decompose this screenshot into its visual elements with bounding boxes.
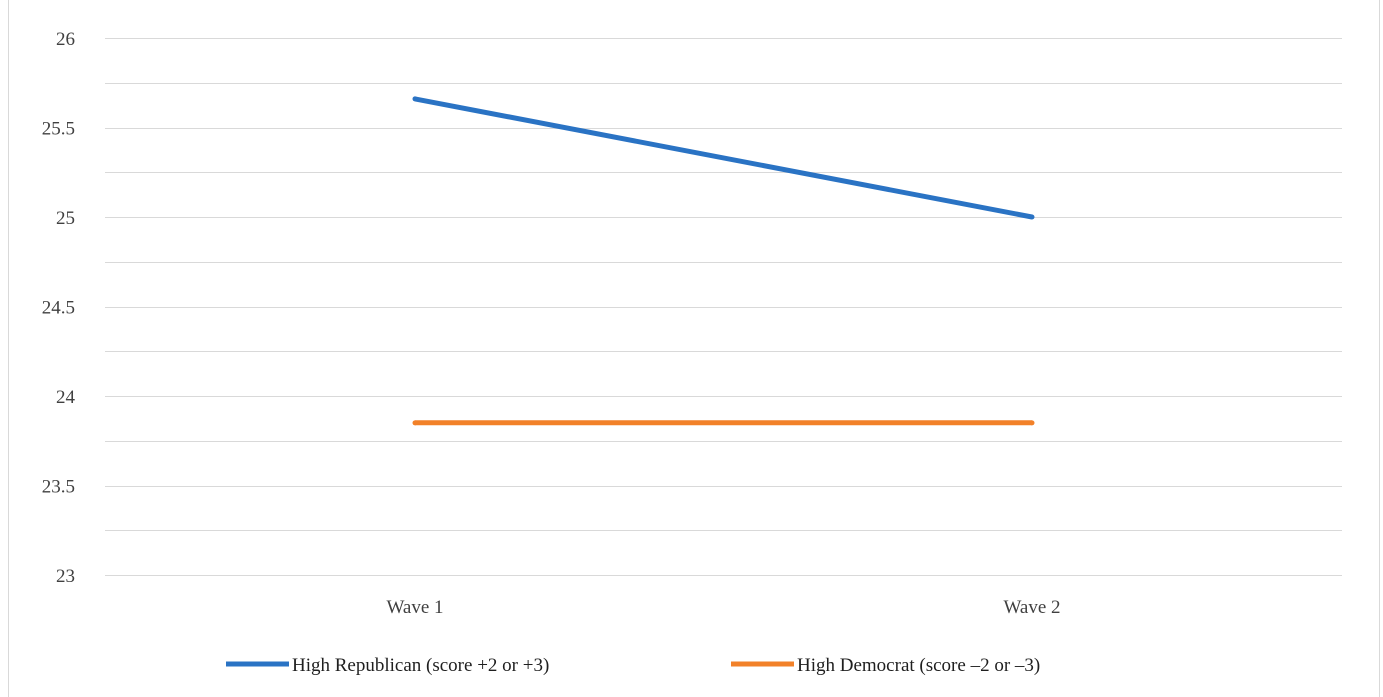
y-tick-label: 24 [56, 387, 76, 408]
y-axis-tick-labels: 23 23.5 24 24.5 25 25.5 26 [42, 29, 76, 587]
data-point [1029, 214, 1035, 220]
x-tick-label: Wave 1 [386, 597, 443, 618]
y-tick-label: 25 [56, 208, 75, 229]
legend-label: High Republican (score +2 or +3) [292, 655, 549, 676]
data-point [412, 96, 418, 102]
series-line-1 [414, 96, 1033, 220]
gridlines [105, 38, 1342, 576]
legend: High Republican (score +2 or +3) High Dem… [226, 655, 1040, 676]
chart-frame [8, 0, 1380, 697]
legend-label: High Democrat (score –2 or –3) [797, 655, 1040, 676]
y-tick-label: 23 [56, 566, 75, 587]
y-tick-label: 24.5 [42, 298, 75, 319]
x-tick-label: Wave 2 [1003, 597, 1060, 618]
data-point [1029, 420, 1035, 426]
x-axis-tick-labels: Wave 1 Wave 2 [386, 597, 1060, 618]
y-tick-label: 26 [56, 29, 75, 50]
y-tick-label: 25.5 [42, 119, 75, 140]
series-lines [412, 96, 1035, 426]
y-tick-label: 23.5 [42, 477, 75, 498]
data-point [412, 420, 418, 426]
